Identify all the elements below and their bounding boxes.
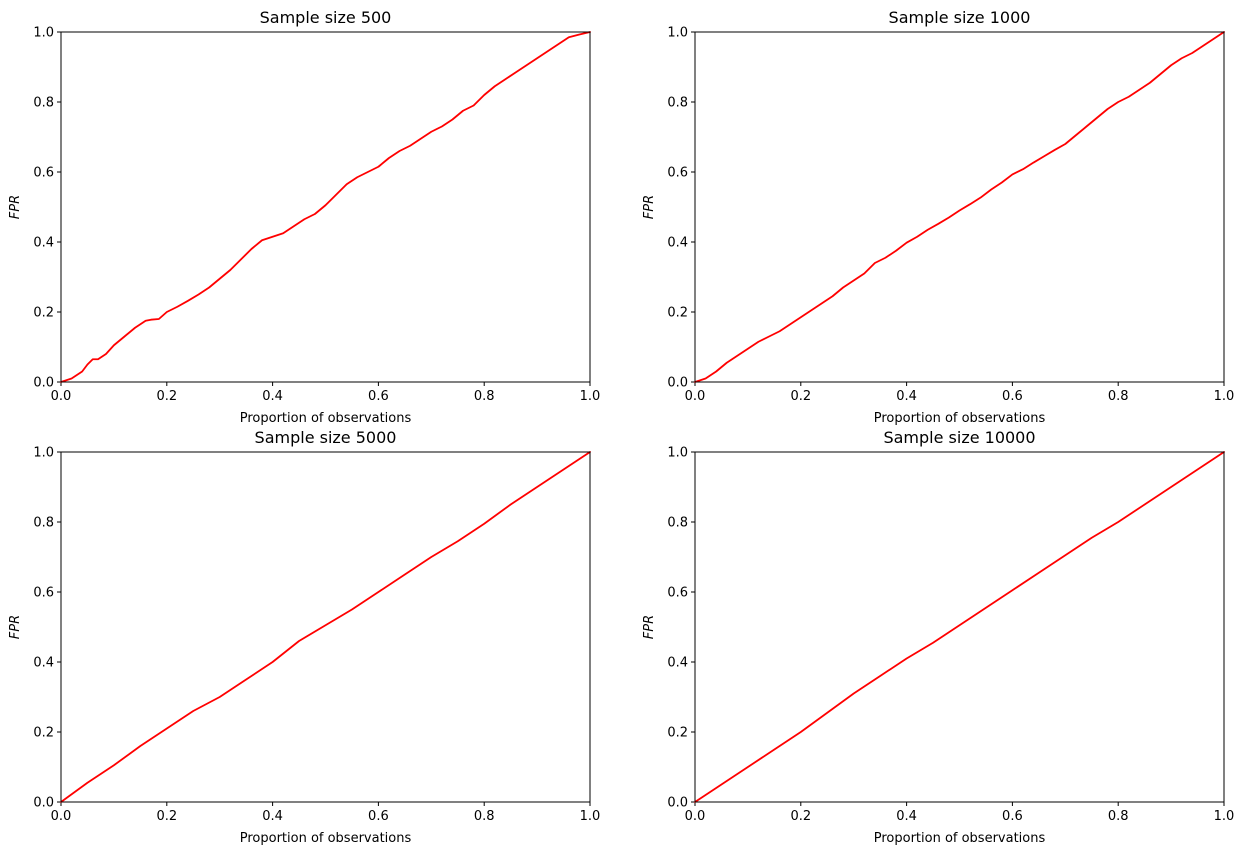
y-tick-label: 0.2 (667, 726, 688, 741)
chart-panel-4: Sample size 10000 0.0 0.2 0.4 0.6 0.8 1.0 0.0 0.… (642, 428, 1234, 846)
x-tick-label: 0.8 (1108, 809, 1129, 824)
x-tick-label: 0.4 (262, 809, 283, 824)
y-tick-label: 0.6 (33, 166, 54, 181)
chart-title: Sample size 10000 (883, 428, 1035, 447)
chart-title: Sample size 500 (260, 8, 392, 27)
x-tick-label: 1.0 (1214, 809, 1235, 824)
x-tick-label: 1.0 (580, 809, 601, 824)
y-tick-label: 1.0 (667, 26, 688, 41)
x-tick-label: 0.2 (156, 809, 177, 824)
x-tick-label: 0.2 (790, 809, 811, 824)
y-tick-label: 1.0 (33, 446, 54, 461)
x-tick-label: 0.4 (896, 809, 917, 824)
x-tick-label: 0.4 (896, 389, 917, 404)
chart-title: Sample size 5000 (255, 428, 397, 447)
y-axis-label: FPR (642, 195, 657, 219)
x-axis-label: Proportion of observations (874, 831, 1046, 846)
x-tick-label: 0.0 (51, 809, 72, 824)
x-axis-label: Proportion of observations (240, 831, 412, 846)
x-tick-label: 0.6 (368, 809, 389, 824)
series-line (60, 451, 591, 803)
x-tick-label: 0.2 (790, 389, 811, 404)
x-tick-label: 0.0 (685, 389, 706, 404)
x-tick-label: 0.0 (685, 809, 706, 824)
y-tick-label: 0.4 (33, 656, 54, 671)
x-tick-label: 0.8 (474, 389, 495, 404)
chart-panel-1: Sample size 500 0.0 0.2 0.4 0.6 0.8 1.0 0.0 0.2 0… (8, 8, 600, 426)
y-tick-label: 0.4 (33, 236, 54, 251)
series-line (694, 451, 1225, 803)
x-tick-label: 0.8 (1108, 389, 1129, 404)
x-axis-label: Proportion of observations (240, 411, 412, 426)
x-tick-label: 0.2 (156, 389, 177, 404)
series-line (694, 31, 1225, 383)
x-tick-label: 1.0 (580, 389, 601, 404)
y-tick-label: 0.4 (667, 236, 688, 251)
x-tick-label: 0.8 (474, 809, 495, 824)
y-tick-label: 0.0 (667, 796, 688, 811)
y-tick-label: 1.0 (33, 26, 54, 41)
y-tick-label: 0.0 (667, 376, 688, 391)
y-tick-label: 0.8 (667, 516, 688, 531)
chart-title: Sample size 1000 (889, 8, 1031, 27)
chart-panel-2: Sample size 1000 0.0 0.2 0.4 0.6 0.8 1.0 0.0 0.2… (642, 8, 1234, 426)
y-tick-label: 1.0 (667, 446, 688, 461)
y-axis-label: FPR (642, 615, 657, 639)
y-tick-label: 0.6 (33, 586, 54, 601)
y-tick-label: 0.2 (667, 306, 688, 321)
plot-frame (60, 451, 591, 803)
y-tick-label: 0.2 (33, 306, 54, 321)
y-tick-label: 0.2 (33, 726, 54, 741)
plot-frame (694, 31, 1225, 383)
series-line (60, 31, 591, 383)
y-tick-label: 0.6 (667, 166, 688, 181)
x-tick-label: 0.6 (1002, 389, 1023, 404)
y-axis-label: FPR (8, 195, 23, 219)
y-tick-label: 0.8 (33, 96, 54, 111)
chart-panel-3: Sample size 5000 0.0 0.2 0.4 0.6 0.8 1.0 0.0 0.2… (8, 428, 600, 846)
y-axis-label: FPR (8, 615, 23, 639)
x-axis-label: Proportion of observations (874, 411, 1046, 426)
x-tick-label: 0.0 (51, 389, 72, 404)
y-tick-label: 0.0 (33, 376, 54, 391)
x-tick-label: 0.6 (1002, 809, 1023, 824)
y-tick-label: 0.4 (667, 656, 688, 671)
y-tick-label: 0.6 (667, 586, 688, 601)
y-tick-label: 0.8 (667, 96, 688, 111)
y-tick-label: 0.8 (33, 516, 54, 531)
x-tick-label: 0.6 (368, 389, 389, 404)
x-tick-label: 1.0 (1214, 389, 1235, 404)
x-tick-label: 0.4 (262, 389, 283, 404)
plot-frame (60, 31, 591, 383)
plot-frame (694, 451, 1225, 803)
y-tick-label: 0.0 (33, 796, 54, 811)
